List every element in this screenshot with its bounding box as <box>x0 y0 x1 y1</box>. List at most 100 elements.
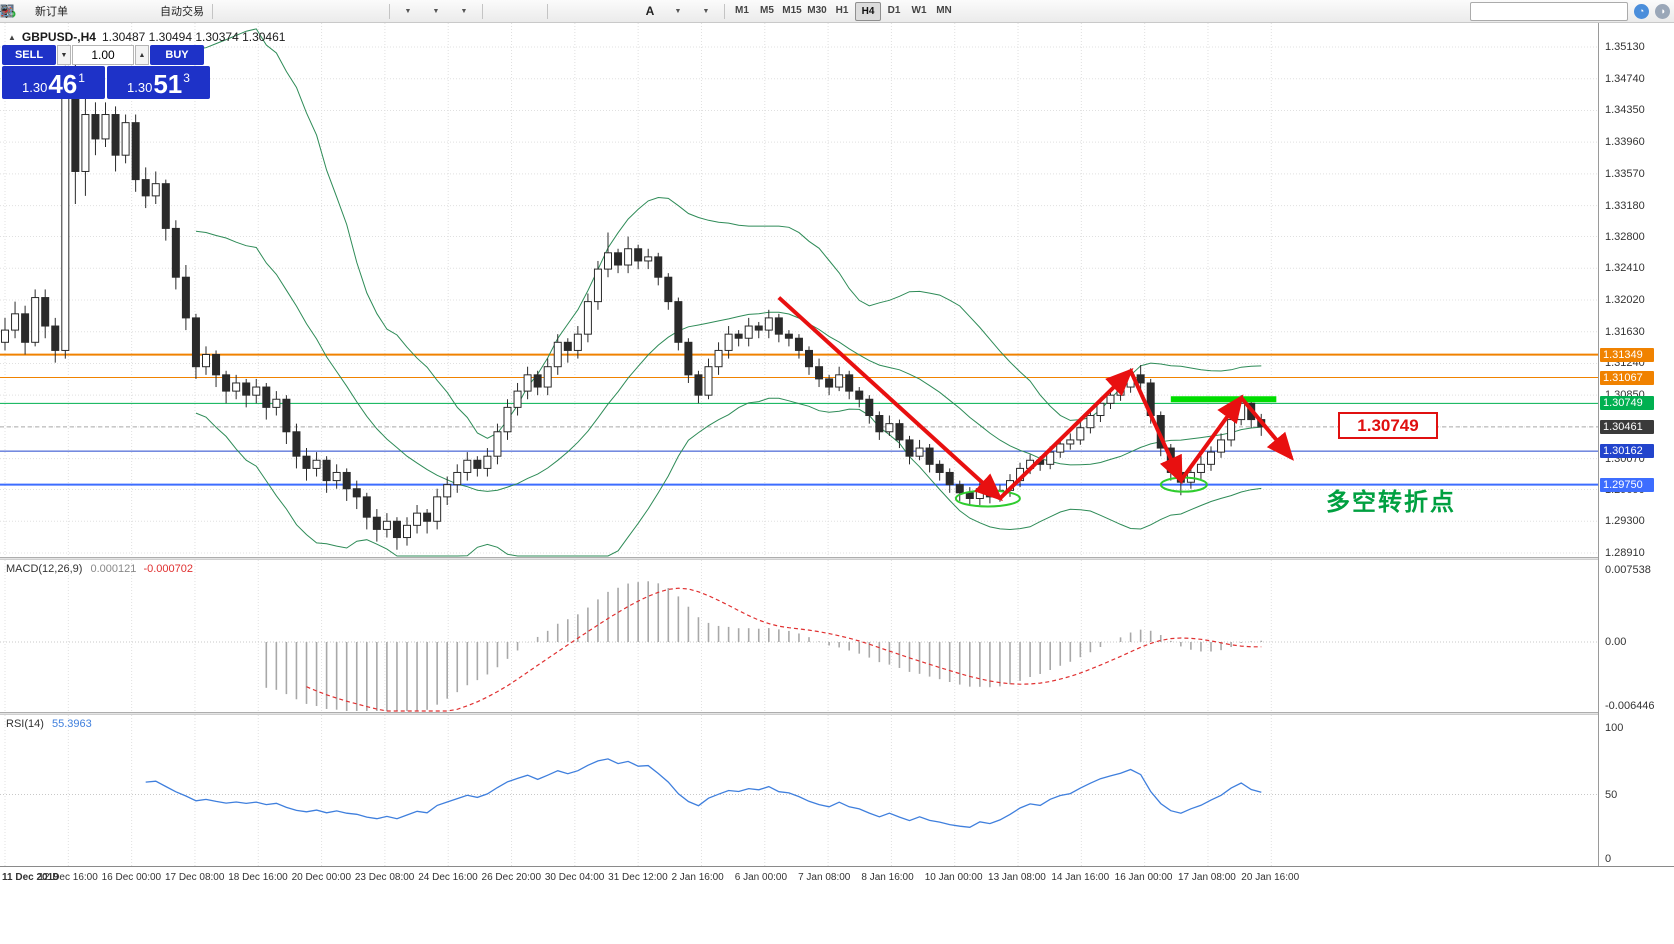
zoom-out-icon[interactable] <box>1 2 356 21</box>
tf-m15[interactable]: M15 <box>782 4 802 16</box>
tf-m5[interactable]: M5 <box>760 4 774 16</box>
tf-mn[interactable]: MN <box>936 4 952 16</box>
trendline-tool-icon[interactable] <box>0 2 607 21</box>
rsi-panel[interactable] <box>0 715 1598 866</box>
fibo-tool-icon[interactable] <box>0 2 635 21</box>
time-axis-label: 16 Jan 00:00 <box>1114 872 1173 883</box>
market-watch-icon[interactable] <box>0 2 99 21</box>
help-icon[interactable]: ◑ <box>1655 3 1670 19</box>
axis-price-label: 1.28910 <box>1605 546 1645 559</box>
line-chart-type-icon[interactable] <box>0 2 300 21</box>
time-axis-label: 20 Dec 00:00 <box>291 872 352 883</box>
time-axis-label: 26 Dec 20:00 <box>481 872 542 883</box>
price-level-badge: 1.31067 <box>1600 370 1654 385</box>
axis-price-label: -0.006446 <box>1605 700 1655 712</box>
time-axis-label: 18 Dec 16:00 <box>228 872 288 883</box>
lot-size-input[interactable]: 1.00 <box>72 45 134 65</box>
search-input[interactable] <box>1474 3 1598 19</box>
autotrade-button[interactable]: 自动交易 <box>2 2 207 21</box>
tf-h1[interactable]: H1 <box>835 4 849 16</box>
navigator-icon[interactable] <box>3 2 127 21</box>
toolbar-separator <box>547 3 548 19</box>
axis-price-label: 0.00 <box>1605 636 1627 648</box>
axis-price-label: 1.29300 <box>1605 515 1645 528</box>
new-order-button[interactable]: 新订单 <box>0 2 71 21</box>
trend-arrow <box>1239 396 1294 461</box>
macd-panel[interactable] <box>0 560 1598 712</box>
rsi-label: RSI(14) 55.3963 <box>6 718 92 730</box>
toolbar-separator <box>389 3 390 19</box>
search-box <box>0 1 1628 21</box>
time-axis-label: 30 Dec 04:00 <box>544 872 605 883</box>
axis-price-label: 1.34740 <box>1605 72 1645 85</box>
buy-price-button[interactable]: 1.30 51 3 <box>107 66 210 99</box>
axis-price-label: 1.34350 <box>1605 104 1645 117</box>
price-level-badge: 1.29750 <box>1600 477 1654 492</box>
tf-m1[interactable]: M1 <box>735 4 749 16</box>
main-price-chart[interactable] <box>0 23 1598 557</box>
axis-price-label: 100 <box>1605 722 1624 734</box>
terminal-icon[interactable] <box>0 2 155 21</box>
hline-tool-icon[interactable] <box>1 2 579 21</box>
axis-price-label: 1.35130 <box>1605 41 1645 53</box>
bollinger-bands <box>195 28 1262 557</box>
crosshair-tool-icon[interactable] <box>0 2 542 21</box>
panel-splitter-rsi[interactable] <box>0 712 1674 715</box>
sell-button[interactable]: SELL <box>2 45 56 65</box>
time-axis-label: 14 Jan 16:00 <box>1051 872 1110 883</box>
time-axis-label: 20 Jan 16:00 <box>1241 872 1300 883</box>
time-axis-label: 6 Jan 00:00 <box>734 872 788 883</box>
tf-m30[interactable]: M30 <box>807 4 827 16</box>
arrow-tool-icon[interactable]: ▼ <box>1 2 691 21</box>
trend-arrow <box>777 296 1003 502</box>
axis-price-label: 1.33570 <box>1605 167 1645 180</box>
axis-price-label: 1.32410 <box>1605 262 1645 275</box>
price-annotation-box[interactable]: 1.30749 <box>1338 412 1438 440</box>
chart-window[interactable]: ▲ GBPUSD-,H4 1.30487 1.30494 1.30374 1.3… <box>0 23 1674 944</box>
search-icon <box>0 5 12 17</box>
chart-header: ▲ GBPUSD-,H4 1.30487 1.30494 1.30374 1.3… <box>8 30 285 44</box>
axis-price-label: 1.33960 <box>1605 136 1645 149</box>
macd-signal-line <box>306 587 1262 712</box>
panel-splitter-macd[interactable] <box>0 557 1674 560</box>
community-icon[interactable]: ◔ <box>1634 3 1649 19</box>
price-level-badge: 1.31349 <box>1600 347 1654 362</box>
zoom-in-icon[interactable] <box>1 2 328 21</box>
period-selector-icon[interactable]: ▼ <box>1 2 449 21</box>
template-icon[interactable]: ▼ <box>0 2 477 21</box>
add-indicator-icon[interactable]: ▼ <box>0 2 421 21</box>
time-axis-label: 17 Jan 08:00 <box>1177 872 1236 883</box>
time-axis-label: 8 Jan 16:00 <box>861 872 914 883</box>
price-level-badge: 1.30162 <box>1600 444 1654 459</box>
reversal-point-note: 多空转折点 <box>1326 489 1456 517</box>
rsi-grid <box>0 715 1598 866</box>
lot-up-icon[interactable]: ▲ <box>135 45 149 65</box>
tile-windows-icon[interactable] <box>0 2 384 21</box>
cursor-tool-icon[interactable] <box>2 2 514 21</box>
collapse-triangle-icon[interactable]: ▲ <box>8 32 16 42</box>
tf-d1[interactable]: D1 <box>887 4 901 16</box>
time-axis-label: 2 Jan 16:00 <box>671 872 724 883</box>
sell-price-button[interactable]: 1.30 46 1 <box>2 66 105 99</box>
chart-ohlc-values: 1.30487 1.30494 1.30374 1.30461 <box>101 30 286 44</box>
toolbar-separator <box>724 3 725 19</box>
sell-dropdown-icon[interactable]: ▼ <box>57 45 71 65</box>
text-tool-icon[interactable]: A <box>645 4 655 18</box>
tf-w1[interactable]: W1 <box>911 4 927 16</box>
time-axis-label: 16 Dec 00:00 <box>101 872 162 883</box>
shapes-tool-icon[interactable]: ▼ <box>0 2 719 21</box>
bar-chart-type-icon[interactable] <box>2 2 244 21</box>
axis-price-label: 1.32020 <box>1605 293 1645 306</box>
tf-h4[interactable]: H4 <box>855 1 881 21</box>
macd-histogram <box>265 581 1263 711</box>
buy-button[interactable]: BUY <box>150 45 204 65</box>
grid <box>0 23 1598 557</box>
time-axis: 11 Dec 2019 12 Dec 16:00 16 Dec 00:00 17 De… <box>0 866 1674 944</box>
candle-chart-type-icon[interactable] <box>1 2 272 21</box>
axis-price-label: 0 <box>1605 853 1612 866</box>
axis-price-label: 1.33180 <box>1605 199 1645 212</box>
trend-arrow <box>998 367 1134 500</box>
time-axis-label: 24 Dec 16:00 <box>418 872 478 883</box>
timeframe-group: M1 M5 M15 M30 H1 H4 D1 W1 MN <box>730 1 956 21</box>
